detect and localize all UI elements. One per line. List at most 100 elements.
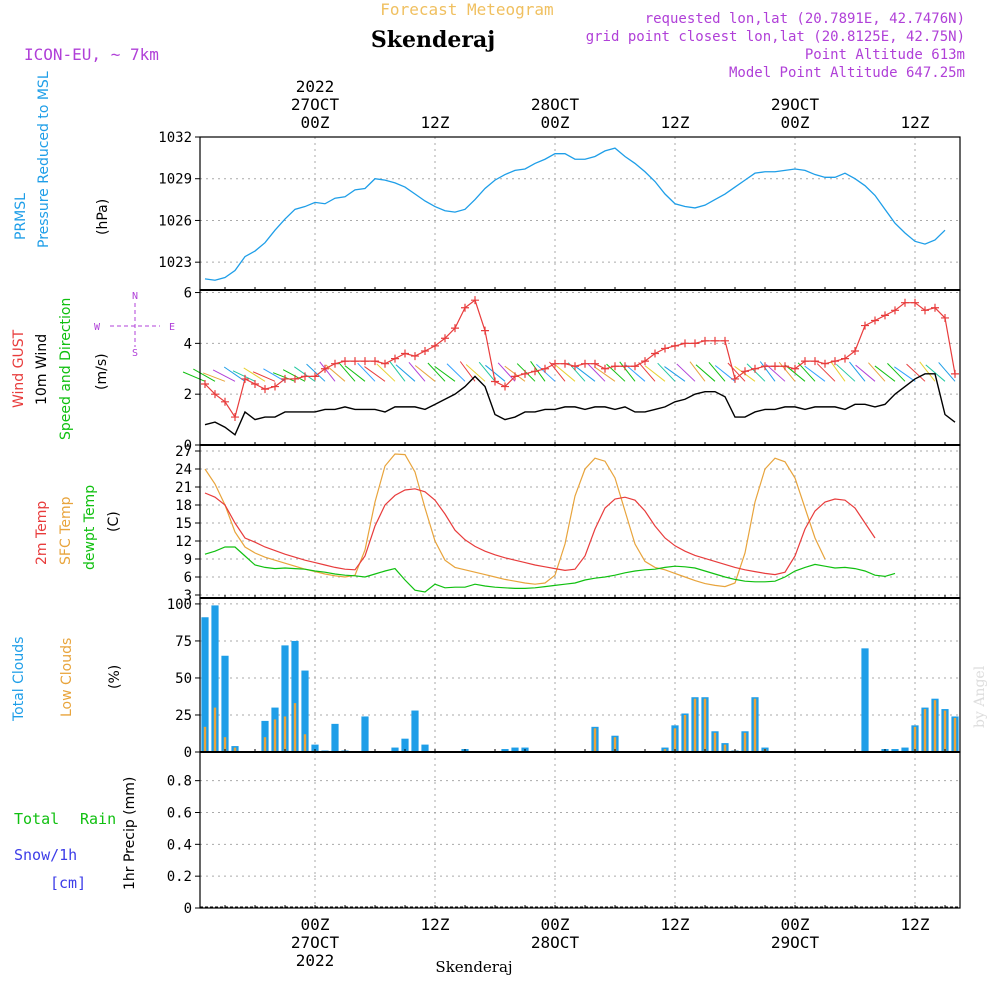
gust-marker: [771, 362, 779, 371]
wind-direction-arrow: [638, 362, 656, 382]
compass-west: W: [94, 322, 101, 333]
precip-unit: 1hr Precip (mm): [122, 777, 138, 890]
gust-marker: [721, 336, 729, 345]
precip-cm-label: [cm]: [50, 874, 86, 892]
gust-marker: [341, 357, 349, 366]
gust-marker: [251, 380, 259, 389]
gust-marker: [631, 362, 639, 371]
wind-direction-arrow: [282, 369, 306, 382]
wind-direction-arrow: [193, 368, 216, 382]
top-date-label: 29OCT: [771, 95, 820, 114]
wind-direction-arrow: [202, 372, 226, 382]
total-cloud-bar: [361, 716, 369, 752]
total-cloud-bar: [331, 723, 339, 752]
gust-marker: [201, 380, 209, 389]
y-tick-label: 0.2: [167, 869, 192, 885]
gust-marker: [491, 377, 499, 386]
gust-marker: [841, 354, 849, 363]
bottom-location: Skenderaj: [435, 958, 512, 976]
wind-direction-arrow: [925, 364, 946, 382]
gust-marker: [521, 369, 529, 378]
gust-marker: [801, 357, 809, 366]
low-cloud-bar: [233, 747, 237, 752]
total-cloud-bar: [311, 744, 319, 752]
gust-marker: [331, 359, 339, 368]
gust-marker: [541, 364, 549, 373]
top-hour-label: 12Z: [661, 113, 690, 132]
total-cloud-bar: [391, 747, 399, 752]
low-cloud-bar: [613, 737, 617, 752]
wind-direction-arrow: [465, 364, 486, 382]
y-tick-label: 21: [175, 480, 192, 496]
wind-direction-arrow: [364, 366, 386, 382]
low-cloud-bar: [933, 700, 937, 752]
gust-marker: [381, 359, 389, 368]
gust-marker: [501, 382, 509, 391]
total-cloud-bar: [891, 749, 899, 752]
low-cloud-bar: [943, 710, 947, 752]
wind-direction-arrow: [389, 361, 406, 382]
y-tick-label: 6: [184, 570, 192, 586]
wind-direction-arrow: [497, 362, 516, 382]
wind-direction-arrow: [319, 361, 336, 382]
wind-direction-arrow: [664, 366, 686, 382]
total-cloud-bar: [291, 640, 299, 752]
low-cloud-bar: [203, 726, 207, 752]
gust-marker: [291, 374, 299, 383]
gust-marker: [581, 359, 589, 368]
wind-direction-arrow: [708, 361, 726, 382]
wind-direction-arrow: [344, 365, 366, 382]
gust-marker: [611, 362, 619, 371]
gust-marker: [461, 303, 469, 312]
bottom-hour-label: 00Z: [781, 915, 810, 934]
wind-direction-arrow: [555, 364, 576, 382]
gust-marker: [591, 359, 599, 368]
temp-dewpt-label: dewpt Temp: [82, 485, 98, 570]
low-cloud-bar: [673, 728, 677, 752]
panel-frame: [199, 597, 961, 753]
requested-coords: requested lon,lat (20.7891E, 42.7476N): [645, 11, 965, 27]
wind-direction-arrow: [765, 364, 786, 382]
pressure-unit: (hPa): [95, 199, 111, 235]
y-tick-label: 1023: [158, 255, 192, 271]
gust-marker: [711, 336, 719, 345]
wind-direction-arrow: [785, 364, 806, 382]
y-tick-label: 4: [184, 336, 192, 352]
wind-direction-arrow: [619, 361, 636, 382]
y-tick-label: 2: [184, 387, 192, 403]
pressure-label-prmsl: PRMSL: [13, 193, 29, 240]
total-cloud-bar: [501, 749, 509, 752]
gust-marker: [741, 367, 749, 376]
compass-north: N: [132, 291, 138, 302]
y-tick-label: 75: [175, 634, 192, 650]
wind-dir-label: Speed and Direction: [58, 298, 74, 440]
low-cloud-bar: [723, 744, 727, 752]
gust-marker: [731, 374, 739, 383]
wind-direction-arrow: [516, 363, 536, 382]
panel-frame: [199, 289, 961, 446]
y-tick-label: 3: [184, 588, 192, 604]
compass-east: E: [169, 322, 175, 333]
y-tick-label: 24: [175, 462, 192, 478]
y-tick-label: 18: [175, 498, 192, 514]
gust-marker: [851, 346, 859, 355]
bottom-hour-label: 12Z: [901, 915, 930, 934]
gust-marker: [701, 336, 709, 345]
bottom-hour-label: 12Z: [661, 915, 690, 934]
low-cloud-bar: [753, 698, 757, 752]
wind-direction-arrow: [938, 362, 956, 382]
total-cloud-bar: [401, 738, 409, 752]
wind-direction-arrow: [855, 364, 876, 382]
point-altitude: Point Altitude 613m: [805, 47, 965, 63]
wind-panel: 0 2 4 6: [182, 286, 960, 454]
wind-direction-arrow: [232, 370, 256, 382]
top-hour-label: 00Z: [541, 113, 570, 132]
credit-watermark: by Angel: [972, 665, 988, 728]
total-cloud-bar: [411, 710, 419, 752]
y-tick-label: 50: [175, 671, 192, 687]
gust-marker: [531, 367, 539, 376]
gust-marker: [911, 298, 919, 307]
wind-direction-arrow: [182, 371, 206, 382]
wind-direction-arrow: [644, 365, 666, 382]
